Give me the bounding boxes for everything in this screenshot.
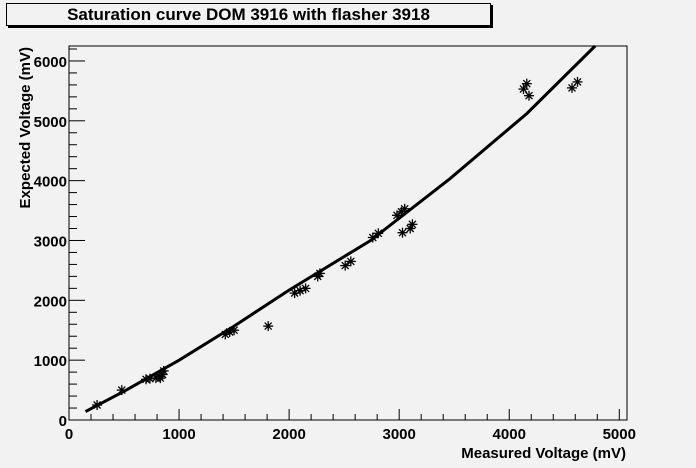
y-tick-labels: 0 1000 2000 3000 4000 5000 6000: [34, 54, 67, 430]
data-points: [92, 76, 583, 410]
plot-frame: [68, 45, 628, 421]
data-point: [116, 385, 127, 396]
x-tick-label: 1000: [162, 426, 195, 443]
y-tick-label: 5000: [34, 114, 67, 131]
x-tick-label: 3000: [382, 426, 415, 443]
x-tick-label: 4000: [493, 426, 526, 443]
chart-title: Saturation curve DOM 3916 with flasher 3…: [6, 3, 491, 26]
data-point: [572, 76, 583, 87]
data-point: [263, 321, 274, 332]
data-point: [345, 256, 356, 267]
y-tick-label: 3000: [34, 233, 67, 250]
data-point: [397, 227, 408, 238]
axis-ticks: [68, 48, 620, 421]
data-point: [300, 283, 311, 294]
y-tick-label: 6000: [34, 54, 67, 71]
x-tick-label: 2000: [272, 426, 305, 443]
data-point: [367, 232, 378, 243]
y-tick-label: 0: [59, 413, 67, 430]
x-tick-label: 5000: [603, 426, 636, 443]
y-tick-label: 1000: [34, 353, 67, 370]
data-point: [229, 325, 240, 336]
y-axis-title: Expected Voltage (mV): [17, 47, 34, 208]
x-tick-labels: 0 1000 2000 3000 4000 5000: [65, 426, 636, 443]
y-tick-label: 2000: [34, 293, 67, 310]
data-point: [340, 260, 351, 271]
x-axis-title: Measured Voltage (mV): [461, 445, 626, 462]
data-point: [399, 203, 410, 214]
data-point: [158, 365, 169, 376]
x-tick-label: 0: [65, 426, 73, 443]
data-point: [373, 228, 384, 239]
data-point: [521, 78, 532, 89]
fit-curve: [84, 44, 597, 413]
data-point: [518, 84, 529, 95]
data-point: [407, 219, 418, 230]
data-point: [314, 268, 325, 279]
data-point: [92, 400, 103, 410]
data-point: [524, 90, 534, 101]
y-tick-label: 4000: [34, 174, 67, 191]
